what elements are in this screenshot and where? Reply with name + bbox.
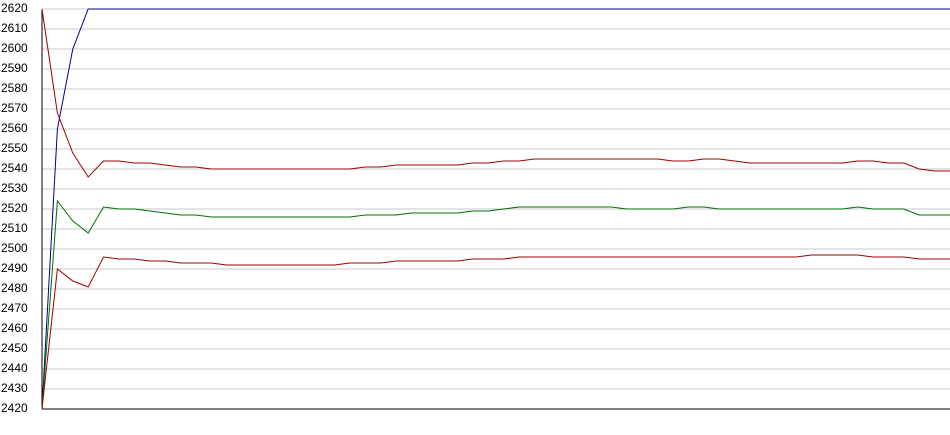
y-tick-label: 2540: [1, 161, 28, 175]
y-tick-label: 2600: [1, 41, 28, 55]
y-tick-label: 2500: [1, 241, 28, 255]
y-tick-label: 2610: [1, 21, 28, 35]
y-tick-label: 2530: [1, 181, 28, 195]
y-tick-label: 2490: [1, 261, 28, 275]
y-tick-label: 2570: [1, 101, 28, 115]
series-line: [41, 8, 950, 178]
y-tick-label: 2420: [1, 401, 28, 415]
y-tick-label: 2430: [1, 381, 28, 395]
y-tick-label: 2440: [1, 361, 28, 375]
y-tick-label: 2550: [1, 141, 28, 155]
series-line: [41, 199, 950, 410]
y-tick-label: 2580: [1, 81, 28, 95]
y-tick-label: 2450: [1, 341, 28, 355]
y-tick-label: 2470: [1, 301, 28, 315]
y-tick-label: 2590: [1, 61, 28, 75]
series-line: [41, 8, 950, 410]
y-tick-label: 2510: [1, 221, 28, 235]
y-tick-label: 2460: [1, 321, 28, 335]
y-tick-label: 2480: [1, 281, 28, 295]
series-line: [41, 254, 950, 410]
y-tick-label: 2520: [1, 201, 28, 215]
y-tick-label: 2560: [1, 121, 28, 135]
y-tick-label: 2620: [1, 1, 28, 15]
